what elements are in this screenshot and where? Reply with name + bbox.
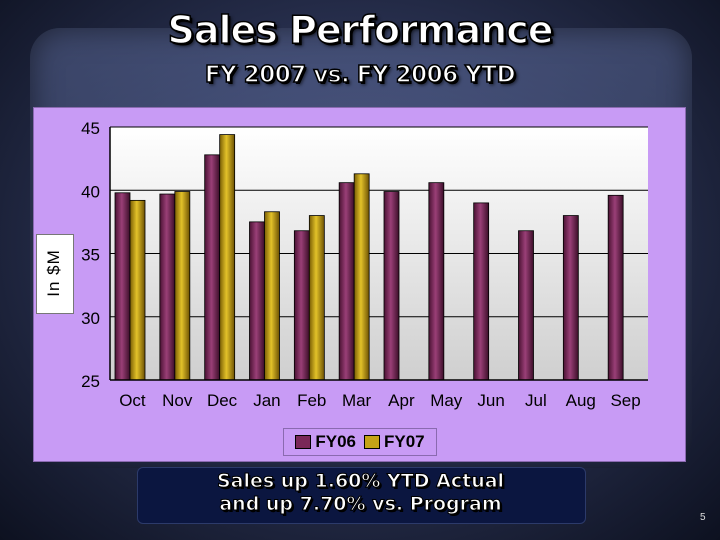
bar-fy07-dec <box>219 134 236 381</box>
x-tick-label: Apr <box>388 391 415 410</box>
bar-fy06-jul <box>518 230 534 381</box>
x-tick-label: Oct <box>119 391 146 410</box>
bar-fy07-oct <box>129 199 146 381</box>
bar-fy07-mar <box>353 173 370 381</box>
x-tick-label: Mar <box>342 391 372 410</box>
y-axis-label: In $M <box>44 249 63 297</box>
legend-label-fy06: FY06 <box>315 432 356 451</box>
y-tick-label: 45 <box>81 119 100 138</box>
x-tick-label: Jun <box>477 391 504 410</box>
y-tick-label: 25 <box>81 372 100 391</box>
bar-fy06-may <box>428 182 445 381</box>
summary-line-2: and up 7.70% vs. Program <box>219 493 502 516</box>
slide-title: Sales Performance <box>167 7 555 53</box>
summary-text: Sales up 1.60% YTD Actual and up 7.70% v… <box>137 470 584 516</box>
bar-fy07-feb <box>308 215 325 381</box>
y-tick-label: 40 <box>81 182 100 201</box>
bar-fy06-jan <box>249 221 265 381</box>
y-axis-label-box <box>36 234 74 314</box>
legend-label-fy07: FY07 <box>384 432 425 451</box>
legend-swatch-fy07 <box>364 435 380 449</box>
slide-subtitle: FY 2007 vs. FY 2006 YTD <box>204 61 516 89</box>
x-tick-label: Aug <box>566 391 596 410</box>
x-tick-label: Dec <box>207 391 238 410</box>
x-tick-label: Jul <box>525 391 547 410</box>
legend-item-fy07: FY07 <box>364 432 425 452</box>
y-tick-label: 30 <box>81 309 100 328</box>
x-tick-label: Feb <box>297 391 326 410</box>
y-tick-label: 35 <box>81 246 100 265</box>
bar-fy06-sep <box>607 194 624 381</box>
x-tick-label: Nov <box>162 391 193 410</box>
bar-fy06-jun <box>473 202 490 381</box>
bar-fy06-mar <box>338 182 355 381</box>
bar-fy06-oct <box>114 192 131 381</box>
bar-fy06-nov <box>159 193 176 381</box>
x-tick-label: Sep <box>610 391 640 410</box>
x-tick-label: May <box>430 391 463 410</box>
chart-legend: FY06 FY07 <box>283 428 437 456</box>
bar-fy07-jan <box>264 211 280 381</box>
x-tick-label: Jan <box>253 391 280 410</box>
y-axis-label-wrap: In $M <box>36 234 72 312</box>
bar-fy06-apr <box>383 191 400 381</box>
legend-item-fy06: FY06 <box>295 432 356 452</box>
legend-swatch-fy06 <box>295 435 312 449</box>
bar-fy07-nov <box>174 191 191 381</box>
page-number: 5 <box>700 512 706 523</box>
bar-fy06-feb <box>293 230 310 381</box>
summary-line-1: Sales up 1.60% YTD Actual <box>216 470 505 493</box>
bar-fy06-aug <box>562 215 579 381</box>
bar-fy06-dec <box>204 154 221 381</box>
summary-box <box>137 467 586 524</box>
